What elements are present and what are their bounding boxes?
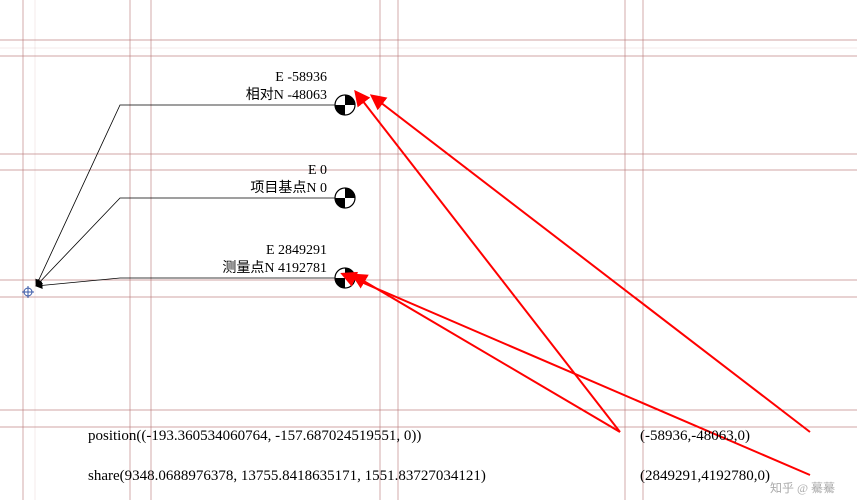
label-n: 相对N -48063 <box>246 87 327 103</box>
readout-right: (-58936,-48063,0) <box>640 428 750 444</box>
annotation-arrows <box>352 100 810 475</box>
grid <box>0 0 857 500</box>
coordinate-markers: 相对N -48063 E -58936 项目基点N 0E 0 测量点N 4192781… <box>222 70 355 288</box>
label-e: E 0 <box>308 163 327 178</box>
coordinate-readouts: position((-193.360534060764, -157.687024… <box>88 428 770 484</box>
readout-right: (2849291,4192780,0) <box>640 468 770 484</box>
watermark-text: 知乎 @ 驀驀 <box>770 480 835 495</box>
red-arrow <box>362 100 620 432</box>
readout-left: position((-193.360534060764, -157.687024… <box>88 428 421 444</box>
label-e: E -58936 <box>275 70 327 85</box>
watermark: 知乎 @ 驀驀 <box>770 480 835 495</box>
red-arrow <box>362 280 620 432</box>
label-n: 测量点N 4192781 <box>222 260 327 276</box>
label-n: 项目基点N 0 <box>250 179 327 196</box>
marker-survey: 测量点N 4192781 E 2849291 <box>222 243 355 288</box>
red-arrow <box>352 278 810 475</box>
readout-left: share(9348.0688976378, 13755.8418635171,… <box>88 468 486 484</box>
label-e: E 2849291 <box>266 243 327 258</box>
origin-point <box>22 286 34 298</box>
marker-relative: 相对N -48063 E -58936 <box>246 70 355 115</box>
